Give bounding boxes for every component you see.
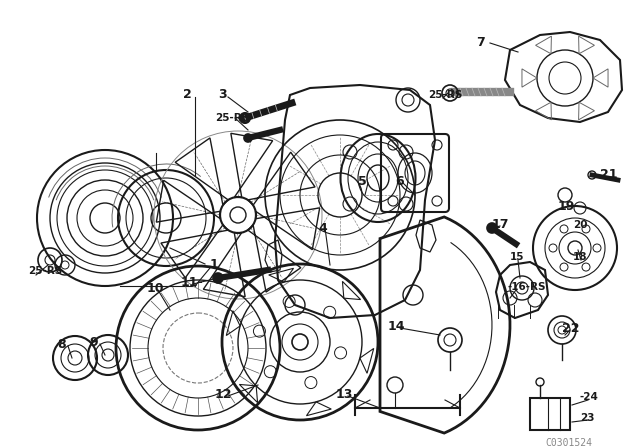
Text: 6: 6 [395, 175, 404, 188]
Text: 4: 4 [318, 222, 327, 235]
Text: 15: 15 [510, 252, 525, 262]
Text: 23: 23 [580, 413, 595, 423]
Text: 8: 8 [57, 338, 66, 351]
Text: 2: 2 [183, 88, 192, 101]
Text: 12: 12 [215, 388, 232, 401]
Text: 18: 18 [573, 252, 588, 262]
Text: 10: 10 [147, 282, 164, 295]
Text: -16-RS: -16-RS [508, 282, 547, 292]
Circle shape [244, 134, 252, 142]
Text: 3: 3 [218, 88, 227, 101]
Text: 20: 20 [573, 220, 588, 230]
Circle shape [213, 273, 223, 283]
Text: C0301524: C0301524 [545, 438, 592, 448]
Text: 5: 5 [358, 175, 367, 188]
Text: 17: 17 [492, 218, 509, 231]
Text: 13: 13 [336, 388, 353, 401]
Text: 19: 19 [558, 200, 575, 213]
Text: 14: 14 [388, 320, 406, 333]
Text: 1: 1 [210, 258, 219, 271]
Text: 21: 21 [600, 168, 618, 181]
Text: 7: 7 [476, 36, 484, 49]
FancyBboxPatch shape [530, 398, 570, 430]
Text: 25-RS: 25-RS [215, 113, 249, 123]
Text: 25-RS: 25-RS [28, 266, 62, 276]
Circle shape [487, 223, 497, 233]
Circle shape [240, 113, 250, 123]
Text: 9: 9 [89, 336, 98, 349]
Text: -24: -24 [580, 392, 599, 402]
Text: 11-: 11- [181, 276, 204, 289]
Text: 25-RS: 25-RS [428, 90, 462, 100]
Text: 22: 22 [562, 322, 579, 335]
